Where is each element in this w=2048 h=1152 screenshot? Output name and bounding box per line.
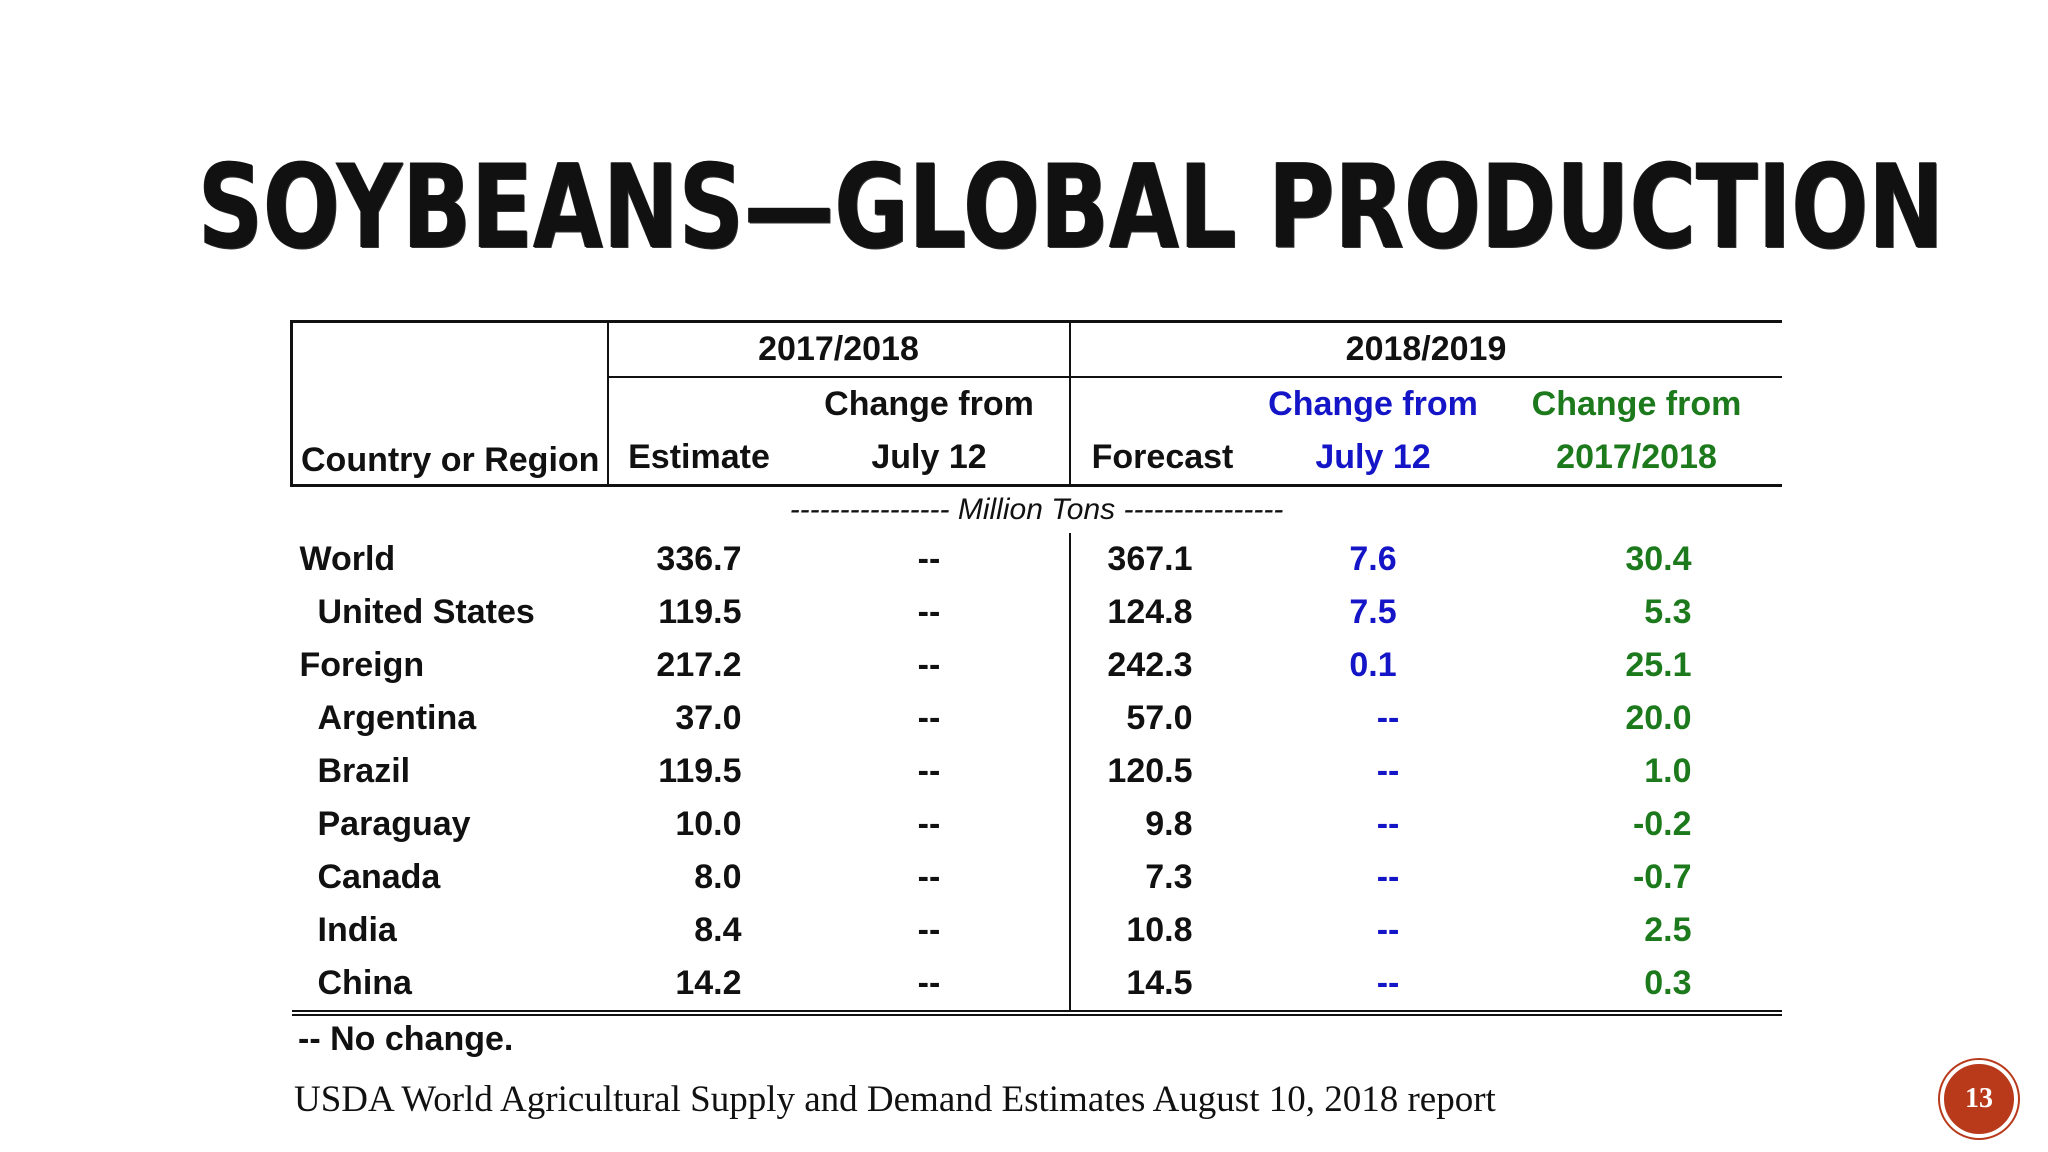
header-estimate-spacer bbox=[608, 377, 790, 431]
table-row: India 8.4 -- 10.8 -- 2.5 bbox=[292, 904, 1782, 957]
row-change-b: -- bbox=[1376, 911, 1400, 949]
row-name: Argentina bbox=[317, 699, 477, 737]
table-footnote: -- No change. bbox=[298, 1020, 514, 1058]
row-name: Foreign bbox=[299, 646, 425, 684]
header-forecast-spacer bbox=[1070, 377, 1255, 431]
row-estimate: 119.5 bbox=[658, 593, 742, 631]
row-estimate: 336.7 bbox=[656, 540, 742, 578]
row-name: Canada bbox=[317, 858, 441, 896]
row-change-a: -- bbox=[789, 851, 1071, 904]
row-change-b: 7.6 bbox=[1349, 540, 1397, 578]
header-change-a-line1: Change from bbox=[789, 377, 1071, 431]
table-row: World 336.7 -- 367.1 7.6 30.4 bbox=[292, 533, 1782, 586]
header-row-line1: Change from Change from Change from bbox=[292, 377, 1782, 431]
row-name: United States bbox=[317, 593, 535, 631]
row-estimate: 217.2 bbox=[656, 646, 742, 684]
row-change-c: 0.3 bbox=[1491, 957, 1782, 1016]
row-name: China bbox=[291, 957, 608, 1016]
table-row: United States 119.5 -- 124.8 7.5 5.3 bbox=[292, 586, 1782, 639]
units-row: ---------------- Million Tons ----------… bbox=[292, 486, 1782, 534]
production-table-wrapper: Country or Region 2017/2018 2018/2019 Ch… bbox=[290, 320, 1782, 1016]
row-change-c: 5.3 bbox=[1644, 593, 1692, 631]
row-forecast: 7.3 bbox=[1145, 858, 1193, 896]
row-change-b: -- bbox=[1254, 957, 1492, 1016]
row-name: World bbox=[299, 540, 396, 578]
row-change-c: -0.7 bbox=[1632, 858, 1692, 896]
row-change-c: 25.1 bbox=[1625, 646, 1692, 684]
row-change-c: 1.0 bbox=[1644, 752, 1692, 790]
header-forecast: Forecast bbox=[1069, 431, 1255, 487]
row-forecast: 14.5 bbox=[1069, 957, 1255, 1016]
header-change-b-line2: July 12 bbox=[1254, 431, 1492, 487]
row-estimate: 14.2 bbox=[607, 957, 790, 1016]
row-forecast: 9.8 bbox=[1145, 805, 1193, 843]
row-change-a: -- bbox=[789, 904, 1071, 957]
row-forecast: 57.0 bbox=[1126, 699, 1193, 737]
row-name: Paraguay bbox=[317, 805, 471, 843]
row-change-c: 20.0 bbox=[1625, 699, 1692, 737]
row-change-a: -- bbox=[789, 533, 1071, 586]
table-row: Paraguay 10.0 -- 9.8 -- -0.2 bbox=[292, 798, 1782, 851]
row-change-c: 30.4 bbox=[1625, 540, 1692, 578]
row-change-a: -- bbox=[789, 745, 1071, 798]
header-change-c-line1: Change from bbox=[1531, 385, 1742, 423]
row-estimate: 8.4 bbox=[694, 911, 742, 949]
row-name: India bbox=[317, 911, 397, 949]
header-change-b-line1: Change from bbox=[1268, 385, 1478, 423]
row-forecast: 367.1 bbox=[1107, 540, 1193, 578]
header-row-years: Country or Region 2017/2018 2018/2019 bbox=[290, 320, 1782, 487]
row-change-a: -- bbox=[789, 639, 1071, 692]
row-forecast: 10.8 bbox=[1126, 911, 1193, 949]
header-row-line2: Estimate July 12 Forecast July 12 2017/2… bbox=[292, 431, 1782, 487]
row-change-b: -- bbox=[1376, 699, 1400, 737]
table-row: Argentina 37.0 -- 57.0 -- 20.0 bbox=[292, 692, 1782, 745]
row-change-b: -- bbox=[1376, 858, 1400, 896]
row-change-c: 2.5 bbox=[1644, 911, 1692, 949]
header-change-a-line2: July 12 bbox=[789, 431, 1071, 487]
source-citation: USDA World Agricultural Supply and Deman… bbox=[294, 1079, 1496, 1120]
row-change-a: -- bbox=[789, 798, 1071, 851]
row-change-a: -- bbox=[789, 957, 1071, 1016]
row-estimate: 119.5 bbox=[658, 752, 742, 790]
table-row: China 14.2 -- 14.5 -- 0.3 bbox=[291, 957, 1782, 1016]
row-forecast: 120.5 bbox=[1107, 752, 1193, 790]
production-table: Country or Region 2017/2018 2018/2019 Ch… bbox=[290, 320, 1782, 1016]
slide-title: SOYBEANS—GLOBAL PRODUCTION bbox=[198, 140, 1945, 275]
row-change-b: 7.5 bbox=[1349, 593, 1397, 631]
header-year-b: 2018/2019 bbox=[1069, 320, 1782, 378]
row-estimate: 8.0 bbox=[694, 858, 742, 896]
row-change-b: 0.1 bbox=[1349, 646, 1397, 684]
table-row: Canada 8.0 -- 7.3 -- -0.7 bbox=[292, 851, 1782, 904]
row-name: Brazil bbox=[317, 752, 411, 790]
row-estimate: 37.0 bbox=[675, 699, 742, 737]
row-forecast: 124.8 bbox=[1107, 593, 1193, 631]
table-row: Foreign 217.2 -- 242.3 0.1 25.1 bbox=[292, 639, 1782, 692]
header-estimate: Estimate bbox=[607, 431, 790, 487]
row-change-b: -- bbox=[1376, 752, 1400, 790]
header-country: Country or Region bbox=[290, 320, 609, 487]
row-change-a: -- bbox=[789, 692, 1071, 745]
table-row: Brazil 119.5 -- 120.5 -- 1.0 bbox=[292, 745, 1782, 798]
page-number-badge: 13 bbox=[1940, 1060, 2018, 1138]
units-label: ---------------- Million Tons ----------… bbox=[789, 493, 1284, 526]
row-forecast: 242.3 bbox=[1107, 646, 1193, 684]
row-change-a: -- bbox=[789, 586, 1071, 639]
row-change-b: -- bbox=[1376, 805, 1400, 843]
header-change-c-line2: 2017/2018 bbox=[1491, 431, 1782, 487]
row-estimate: 10.0 bbox=[675, 805, 742, 843]
header-year-a: 2017/2018 bbox=[607, 320, 1071, 378]
row-change-c: -0.2 bbox=[1632, 805, 1692, 843]
